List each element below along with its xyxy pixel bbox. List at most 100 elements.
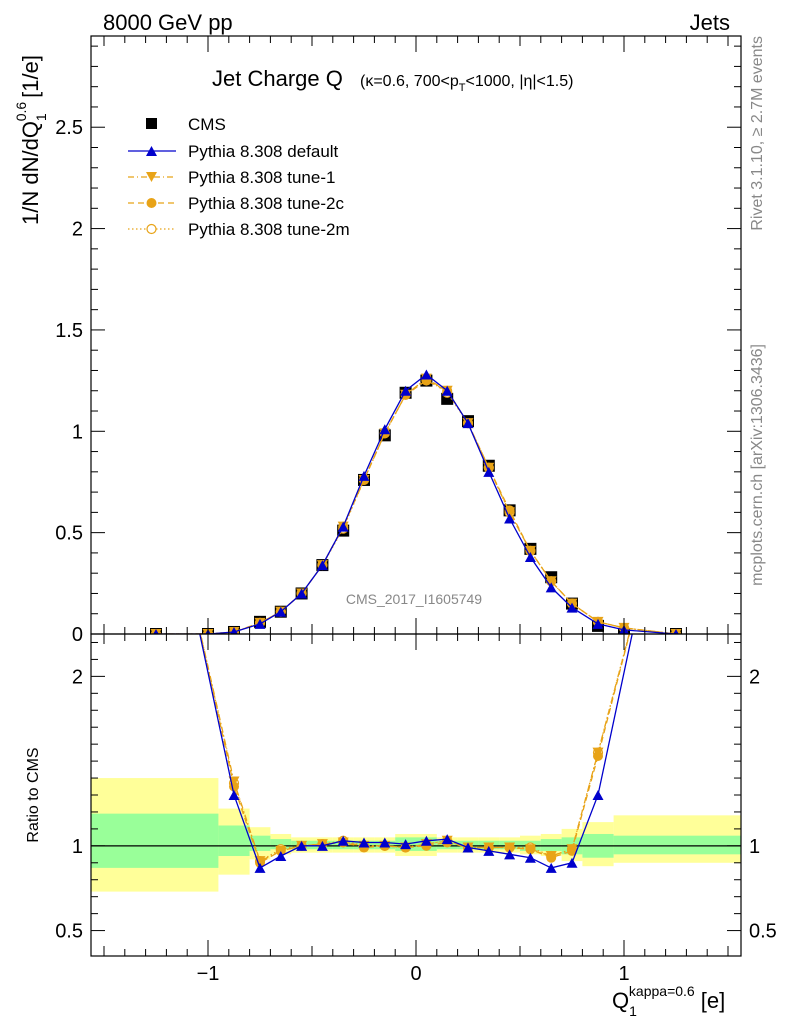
process-label: Jets [690, 10, 730, 35]
series-point-1 [358, 470, 370, 481]
ratio-point-1 [504, 842, 516, 853]
ratio-band-inner [540, 839, 562, 851]
legend-item-default: Pythia 8.308 default [128, 142, 339, 161]
legend-marker-tune-1 [146, 172, 157, 182]
series-point-1 [483, 466, 495, 477]
ratio-line-1 [199, 634, 630, 863]
ratio-ytick-label: 2 [72, 666, 83, 688]
xtick-label: 1 [618, 963, 629, 985]
ratio-ytick-label-right: 1 [749, 836, 760, 858]
ratio-xlabel: Q1kappa=0.6 [e] [612, 983, 725, 1019]
series-point-1 [441, 385, 453, 396]
ratio-point-0 [483, 845, 495, 856]
xtick-label: −1 [197, 963, 220, 985]
series-point-1 [545, 582, 557, 593]
series-point-1 [316, 560, 328, 571]
xtick-label: 0 [410, 963, 421, 985]
legend-label-tune-1: Pythia 8.308 tune-1 [188, 168, 335, 187]
energy-label: 8000 GeV pp [103, 10, 233, 35]
series-line-1 [156, 373, 677, 634]
ratio-point-0 [228, 790, 240, 800]
ratio-panel: 0.5 0.5 1 1 2 2 −1 0 1 Ratio to CMS Q1kappa=0.6[… [25, 633, 777, 1019]
main-ticks: 0 0.5 1 1.5 2 2.5 [55, 36, 741, 646]
ratio-point-0 [400, 839, 412, 850]
series-point-2 [545, 576, 557, 587]
ratio-ticks: 0.5 0.5 1 1 2 2 −1 0 1 [55, 634, 777, 985]
series-point-1 [379, 424, 391, 435]
series-point-1 [275, 606, 287, 617]
ratio-point-0 [275, 851, 287, 862]
legend-marker-default [146, 146, 157, 156]
ratio-point-1 [275, 845, 287, 856]
rivet-version-label: Rivet 3.1.10, ≥ 2.7M events [749, 36, 766, 231]
series-point-1 [254, 618, 266, 629]
main-plot-layer [150, 369, 682, 634]
main-ytick-label: 1 [72, 421, 83, 443]
legend-marker-cms [146, 118, 157, 129]
ratio-point-0 [420, 835, 432, 846]
main-panel: 0 0.5 1 1.5 2 2.5 Jet Charge Q (κ=0.6, 700<pT… [13, 35, 742, 646]
legend-item-tune-1: Pythia 8.308 tune-1 [128, 168, 335, 187]
legend-item-tune-2m: Pythia 8.308 tune-2m [128, 220, 350, 239]
legend-item-tune-2c: Pythia 8.308 tune-2c [128, 194, 344, 213]
chart-title: Jet Charge Q [212, 66, 343, 91]
ratio-point-0 [524, 852, 536, 863]
analysis-watermark: CMS_2017_I1605749 [346, 591, 482, 607]
series-point-1 [230, 626, 238, 634]
ratio-ytick-label: 1 [72, 836, 83, 858]
series-point-1 [420, 369, 432, 380]
ratio-point-0 [254, 862, 266, 873]
ratio-band-inner [218, 825, 250, 857]
series-point-1 [296, 588, 308, 599]
legend-marker-tune-2m [146, 223, 157, 235]
ratio-point-1 [545, 851, 557, 862]
series-point-1 [337, 521, 349, 532]
ratio-point-0 [316, 840, 328, 851]
main-ytick-label: 0.5 [55, 523, 83, 545]
legend-label-cms: CMS [188, 115, 226, 134]
ratio-point-0 [337, 835, 349, 846]
series-point-1 [153, 629, 159, 634]
legend-label-tune-2m: Pythia 8.308 tune-2m [188, 220, 350, 239]
ratio-point-0 [504, 849, 516, 860]
ratio-band-inner [91, 813, 219, 868]
ratio-ylabel: Ratio to CMS [25, 747, 42, 842]
main-ylabel: 1/N dN/dQ10.6[1/e] [13, 55, 49, 225]
series-point-2 [524, 545, 536, 556]
series-point-1 [462, 418, 474, 429]
mcplots-label: mcplots.cern.ch [arXiv:1306.3436] [749, 344, 766, 586]
series-point-1 [400, 385, 412, 396]
series-point-1 [592, 618, 604, 629]
series-point-1 [504, 513, 516, 524]
main-ytick-label: 0 [72, 624, 83, 646]
ratio-ytick-label: 0.5 [55, 921, 83, 943]
series-point-1 [524, 551, 536, 562]
ratio-ytick-label-right: 2 [749, 666, 760, 688]
ratio-point-1 [524, 844, 536, 855]
main-ytick-label: 2.5 [55, 117, 83, 139]
legend-label-tune-2c: Pythia 8.308 tune-2c [188, 194, 344, 213]
ratio-ytick-label-right: 0.5 [749, 921, 777, 943]
main-ytick-label: 2 [72, 219, 83, 241]
legend: CMS Pythia 8.308 default Pythia 8.308 tu… [128, 115, 350, 239]
ratio-point-0 [441, 834, 453, 845]
ratio-plot-layer [91, 634, 741, 892]
ratio-point-1 [592, 747, 604, 758]
ratio-point-0 [358, 837, 370, 848]
series-point-1 [673, 629, 679, 634]
legend-label-default: Pythia 8.308 default [188, 142, 339, 161]
chart-title-sub: (κ=0.6, 700<pT<1000, |η|<1.5) [360, 73, 573, 94]
ratio-point-0 [462, 842, 474, 853]
series-point-1 [566, 602, 578, 613]
ratio-point-0 [545, 862, 557, 873]
ratio-point-0 [566, 857, 578, 868]
ratio-point-0 [296, 840, 308, 851]
main-ytick-label: 1.5 [55, 320, 83, 342]
ratio-point-0 [592, 790, 604, 800]
ratio-band-inner [613, 835, 741, 855]
series-point-2 [504, 507, 516, 518]
ratio-line-0 [199, 634, 633, 869]
ratio-point-1 [566, 844, 578, 855]
legend-item-cms: CMS [146, 115, 226, 134]
